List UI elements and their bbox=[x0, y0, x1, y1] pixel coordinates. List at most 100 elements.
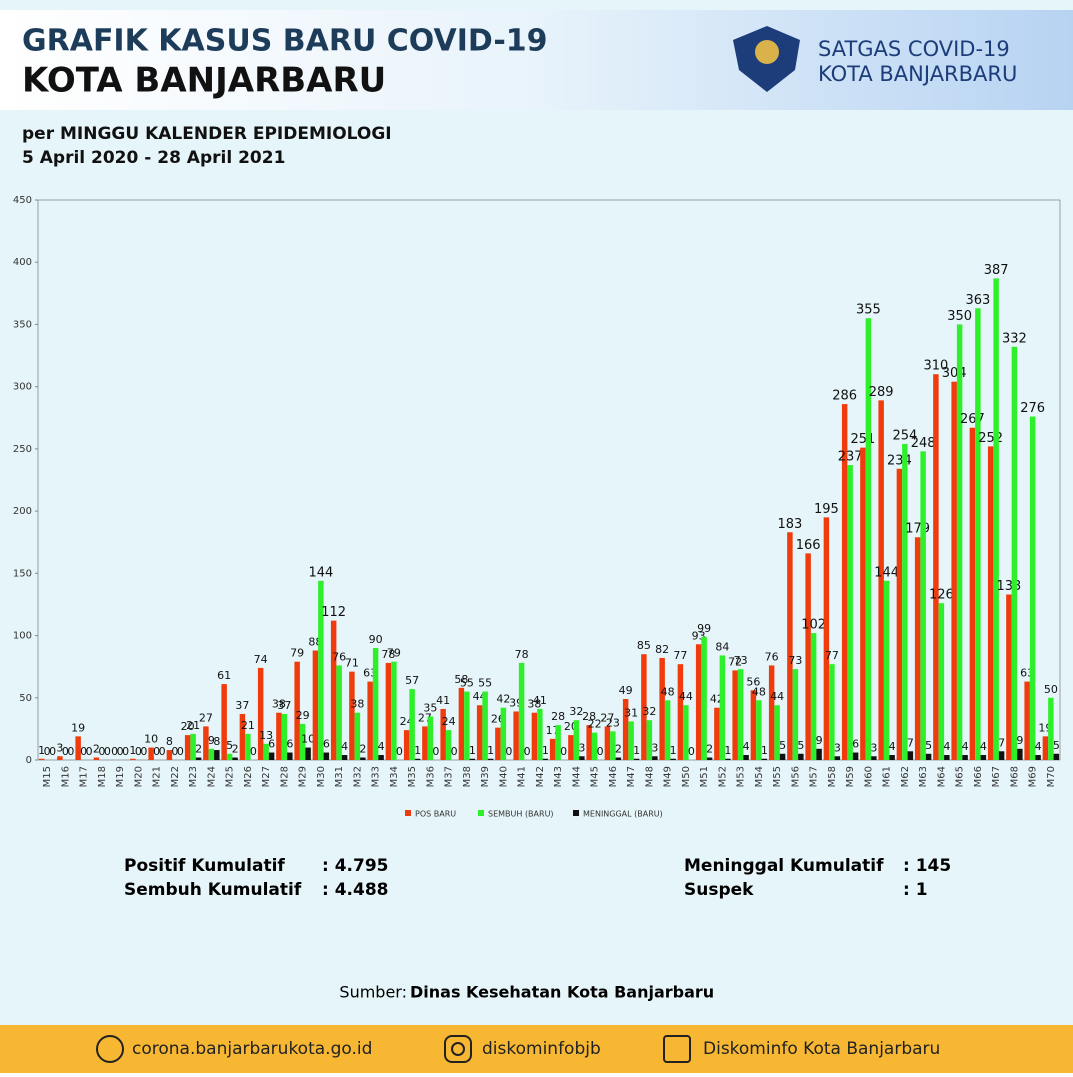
bar bbox=[591, 732, 598, 760]
title: GRAFIK KASUS BARU COVID-19 bbox=[22, 24, 548, 59]
x-tick-label: M40 bbox=[498, 766, 509, 787]
bar bbox=[798, 753, 804, 760]
footer bbox=[0, 1025, 1073, 1073]
bar bbox=[756, 700, 762, 760]
data-label: 1 bbox=[414, 744, 421, 757]
data-label: 78 bbox=[381, 648, 395, 661]
x-tick-label: M42 bbox=[535, 766, 546, 787]
bar bbox=[969, 427, 976, 760]
data-label: 0 bbox=[117, 745, 124, 758]
bar bbox=[287, 752, 293, 760]
data-label: 21 bbox=[186, 719, 200, 732]
bar bbox=[469, 758, 476, 760]
data-label: 332 bbox=[1002, 331, 1027, 346]
bar bbox=[203, 726, 209, 760]
data-label: 2 bbox=[615, 743, 622, 756]
data-label: 310 bbox=[923, 359, 948, 374]
bar bbox=[719, 655, 726, 760]
x-tick-label: M35 bbox=[407, 766, 418, 787]
data-label: 237 bbox=[838, 450, 863, 465]
data-label: 23 bbox=[606, 716, 620, 729]
bar bbox=[312, 650, 319, 760]
data-label: 38 bbox=[350, 698, 364, 711]
website: corona.banjarbarukota.go.id bbox=[132, 1039, 372, 1059]
bar bbox=[513, 711, 519, 760]
x-tick-label: M66 bbox=[973, 766, 984, 787]
data-label: 0 bbox=[111, 745, 118, 758]
data-label: 1 bbox=[469, 744, 476, 757]
bar bbox=[889, 755, 895, 760]
x-tick-label: M52 bbox=[717, 766, 728, 787]
bar bbox=[975, 308, 981, 760]
bar bbox=[852, 752, 859, 760]
data-label: 41 bbox=[436, 694, 450, 707]
stat-label: Meninggal Kumulatif bbox=[684, 856, 884, 876]
bar bbox=[190, 733, 196, 760]
data-label: 37 bbox=[235, 699, 249, 712]
bar bbox=[670, 758, 676, 760]
data-label: 84 bbox=[715, 640, 729, 653]
data-label: 304 bbox=[942, 366, 967, 381]
bar bbox=[920, 451, 926, 760]
data-label: 78 bbox=[515, 648, 529, 661]
x-tick-label: M27 bbox=[261, 766, 272, 787]
data-label: 252 bbox=[978, 431, 1003, 446]
logo-emblem bbox=[755, 40, 779, 64]
bar bbox=[476, 705, 483, 760]
data-label: 3 bbox=[578, 741, 585, 754]
bar bbox=[787, 532, 793, 760]
x-tick-label: M22 bbox=[170, 766, 181, 787]
x-tick-label: M29 bbox=[298, 766, 309, 787]
data-label: 31 bbox=[624, 706, 638, 719]
data-label: 0 bbox=[122, 745, 129, 758]
x-tick-label: M16 bbox=[60, 766, 71, 787]
bar bbox=[263, 743, 269, 760]
data-label: 289 bbox=[869, 385, 894, 400]
data-label: 286 bbox=[832, 389, 857, 404]
data-label: 0 bbox=[250, 745, 257, 758]
data-label: 6 bbox=[268, 738, 275, 751]
data-label: 0 bbox=[432, 745, 439, 758]
x-tick-label: M34 bbox=[389, 766, 400, 787]
bar bbox=[998, 751, 1005, 760]
data-label: 4 bbox=[962, 740, 969, 753]
bar bbox=[823, 517, 830, 760]
legend-swatch bbox=[478, 810, 484, 816]
data-label: 4 bbox=[889, 740, 896, 753]
x-tick-label: M69 bbox=[1028, 766, 1039, 787]
bar bbox=[38, 758, 45, 760]
bar bbox=[938, 603, 945, 760]
data-label: 387 bbox=[984, 263, 1009, 278]
bar bbox=[993, 278, 999, 760]
data-label: 9 bbox=[1016, 734, 1023, 747]
data-label: 1 bbox=[670, 744, 677, 757]
bar bbox=[500, 707, 507, 760]
bar bbox=[871, 756, 877, 760]
x-tick-label: M28 bbox=[279, 766, 290, 787]
bar bbox=[774, 705, 780, 760]
bar bbox=[318, 580, 324, 760]
bar bbox=[633, 758, 640, 760]
data-label: 1 bbox=[129, 744, 136, 757]
data-label: 28 bbox=[551, 710, 565, 723]
x-tick-label: M65 bbox=[955, 766, 966, 787]
legend-label: POS BARU bbox=[415, 810, 456, 819]
x-tick-label: M32 bbox=[352, 766, 363, 787]
data-label: 79 bbox=[387, 647, 401, 660]
bar bbox=[878, 400, 884, 760]
bar bbox=[1006, 594, 1012, 760]
data-label: 74 bbox=[254, 653, 268, 666]
x-tick-label: M45 bbox=[590, 766, 601, 787]
bar bbox=[944, 755, 950, 760]
data-label: 71 bbox=[345, 657, 359, 670]
x-tick-label: M20 bbox=[133, 766, 144, 787]
data-label: 37 bbox=[277, 699, 291, 712]
bar bbox=[834, 756, 841, 760]
data-label: 85 bbox=[637, 639, 651, 652]
bar bbox=[195, 757, 202, 760]
data-label: 112 bbox=[321, 605, 346, 620]
data-label: 44 bbox=[770, 690, 784, 703]
stat-value: : 1 bbox=[903, 880, 928, 900]
data-label: 90 bbox=[369, 633, 383, 646]
data-label: 4 bbox=[743, 740, 750, 753]
